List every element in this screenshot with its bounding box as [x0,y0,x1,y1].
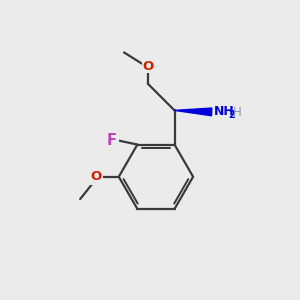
Polygon shape [175,108,212,116]
Text: O: O [90,170,101,183]
Text: H: H [233,106,242,119]
Text: 2: 2 [228,110,235,120]
Text: F: F [107,133,117,148]
Text: NH: NH [214,105,235,118]
Text: O: O [142,60,153,73]
